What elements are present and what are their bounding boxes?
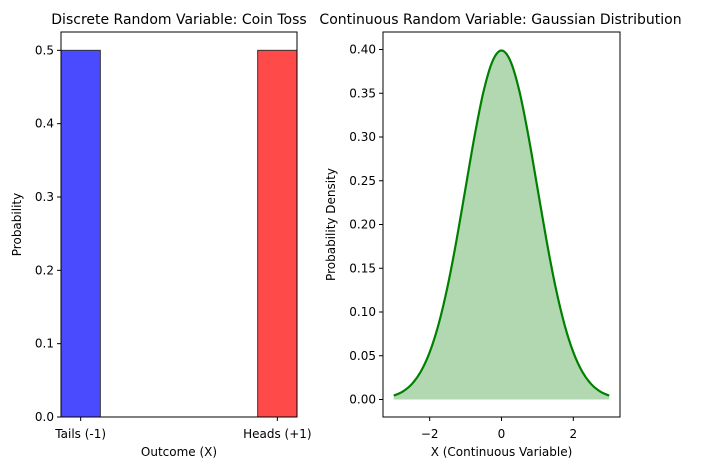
y-ticks: 0.00 0.05 0.10 0.15 0.20 0.25 0.30 0.35 0.40 — [349, 43, 383, 407]
x-axis-label: X (Continuous Variable) — [431, 445, 573, 459]
continuous-chart: 0.00 0.05 0.10 0.15 0.20 0.25 0.30 0.35 0.40 −2 0… — [319, 12, 681, 459]
x-axis-label: Outcome (X) — [141, 445, 217, 459]
y-tick-label: 0.05 — [349, 349, 376, 363]
x-tick-label: Heads (+1) — [243, 427, 312, 441]
y-tick-label: 0.25 — [349, 174, 376, 188]
y-axis-label: Probability Density — [324, 168, 338, 281]
y-tick-label: 0.0 — [35, 410, 54, 424]
y-tick-label: 0.20 — [349, 218, 376, 232]
y-tick-label: 0.15 — [349, 261, 376, 275]
y-tick-label: 0.3 — [35, 190, 54, 204]
y-tick-label: 0.30 — [349, 130, 376, 144]
x-tick-label: −2 — [421, 427, 439, 441]
y-tick-label: 0.4 — [35, 117, 54, 131]
bar-tails — [60, 49, 101, 418]
chart-title: Continuous Random Variable: Gaussian Dis… — [319, 12, 681, 28]
plot-frame — [382, 31, 621, 418]
discrete-chart: 0.00.10.20.30.40.5 Tails (-1) Heads (+1) … — [10, 12, 312, 459]
y-tick-label: 0.2 — [35, 263, 54, 277]
y-tick-label: 0.10 — [349, 305, 376, 319]
bar-heads — [257, 49, 298, 418]
y-tick-label: 0.35 — [349, 86, 376, 100]
x-tick-label: 2 — [569, 427, 577, 441]
x-tick-label: 0 — [498, 427, 506, 441]
chart-title: Discrete Random Variable: Coin Toss — [51, 12, 306, 28]
plot-frame — [60, 31, 298, 418]
density-area — [393, 50, 610, 400]
x-ticks: −2 0 2 — [421, 417, 577, 441]
y-axis-label: Probability — [10, 193, 24, 256]
y-ticks: 0.0 0.1 0.2 0.3 0.4 0.5 — [35, 43, 61, 424]
y-tick-label: 0.5 — [35, 43, 54, 57]
y-tick-label: 0.40 — [349, 43, 376, 57]
x-ticks: Tails (-1) Heads (+1) — [54, 417, 312, 441]
y-tick-label: 0.1 — [35, 337, 54, 351]
density-line — [393, 49, 610, 397]
x-tick-label: Tails (-1) — [54, 427, 106, 441]
bars — [60, 49, 298, 418]
y-tick-label: 0.00 — [349, 393, 376, 407]
